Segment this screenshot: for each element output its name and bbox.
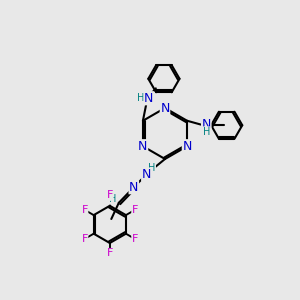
Text: F: F [132, 234, 138, 244]
Text: H: H [202, 127, 210, 137]
Text: F: F [81, 205, 88, 215]
Text: F: F [132, 205, 138, 215]
Text: N: N [142, 168, 151, 181]
Text: N: N [129, 181, 139, 194]
Text: H: H [137, 93, 145, 103]
Text: N: N [202, 118, 211, 131]
Text: F: F [106, 248, 113, 259]
Text: F: F [81, 234, 88, 244]
Text: H: H [148, 163, 155, 173]
Text: H: H [109, 194, 116, 204]
Text: F: F [106, 190, 113, 200]
Text: N: N [182, 140, 192, 153]
Text: N: N [138, 140, 148, 153]
Text: N: N [144, 92, 154, 105]
Text: N: N [160, 101, 170, 115]
